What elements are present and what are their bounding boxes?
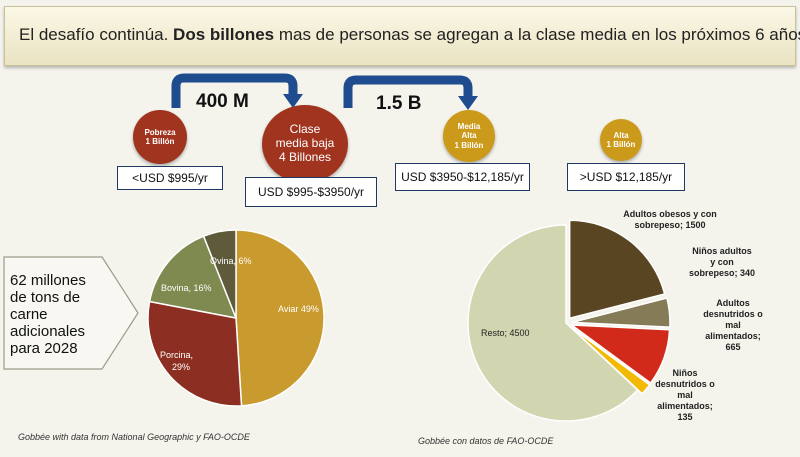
flow-label-2: 1.5 B — [376, 93, 422, 114]
flow-arrow-2 — [343, 75, 473, 108]
meat-callout-text: 62 millones de tons de carne adicionales… — [10, 272, 86, 357]
class-circle-pobreza: Pobreza 1 Billón — [133, 110, 187, 164]
class-population: 4 Billones — [278, 149, 332, 164]
income-box-media-baja: USD $995-$3950/yr — [245, 177, 377, 207]
flow-arrow-1-head — [283, 94, 303, 108]
meat-callout — [3, 256, 139, 370]
source-right: Gobbée con datos de FAO-OCDE — [418, 436, 554, 446]
class-label: Alta — [613, 130, 629, 140]
class-label: Clase — [289, 122, 321, 137]
callout-line: 62 millones — [10, 272, 86, 289]
class-label: media baja — [275, 136, 335, 151]
income-box-media-alta: USD $3950-$12,185/yr — [395, 163, 530, 191]
flow-arrow-1 — [171, 73, 298, 108]
class-circle-alta: Alta 1 Billón — [600, 119, 642, 161]
callout-line: adicionales — [10, 323, 86, 340]
class-circle-media-alta: Media Alta 1 Billón — [443, 110, 495, 162]
callout-line: para 2028 — [10, 340, 78, 357]
flow-label-1: 400 M — [196, 91, 249, 112]
callout-line: de tons de — [10, 289, 81, 306]
callout-shape — [3, 256, 139, 370]
class-population: 1 Billón — [606, 140, 636, 149]
class-population: 1 Billón — [145, 137, 175, 146]
class-label: Media — [457, 122, 481, 132]
page-title: El desafío continúa. Dos billones mas de… — [19, 25, 800, 44]
class-label: Pobreza — [144, 127, 176, 137]
flow-arrow-2-head — [458, 96, 478, 110]
income-box-alta: >USD $12,185/yr — [567, 163, 685, 191]
source-left: Gobbée with data from National Geographi… — [18, 432, 250, 442]
class-label: Alta — [461, 131, 477, 141]
class-circle-media-baja: Clase media baja 4 Billones — [262, 105, 348, 183]
class-population: 1 Billón — [454, 140, 484, 150]
title-banner: El desafío continúa. Dos billones mas de… — [4, 6, 800, 66]
income-box-pobreza: <USD $995/yr — [117, 166, 223, 190]
callout-line: carne — [10, 306, 48, 323]
